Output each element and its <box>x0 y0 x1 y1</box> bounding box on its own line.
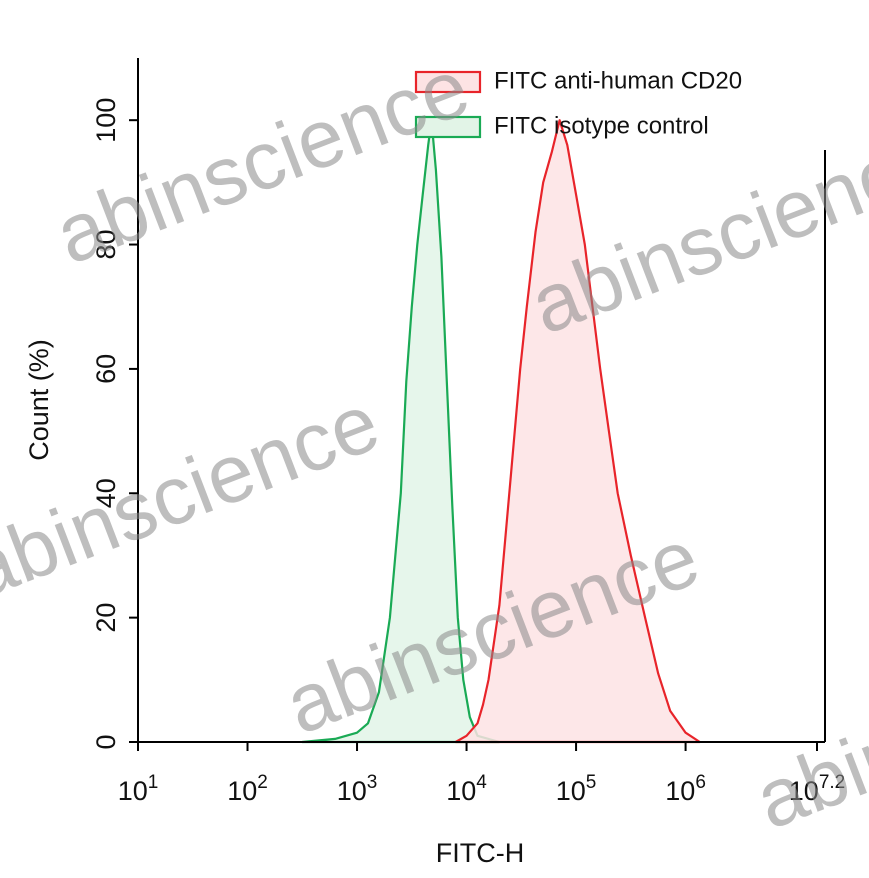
watermark: abinscience <box>744 607 869 847</box>
histogram-area <box>301 119 501 744</box>
y-tick-label: 100 <box>91 98 121 143</box>
x-tick-exponent: 4 <box>476 772 487 793</box>
legend-label: FITC isotype control <box>494 112 709 139</box>
x-tick-base: 10 <box>118 776 148 806</box>
y-axis-label: Count (%) <box>24 339 54 461</box>
x-tick-exponent: 6 <box>695 772 706 793</box>
y-tick-label: 60 <box>91 354 121 384</box>
y-tick-label: 20 <box>91 603 121 633</box>
x-axis-label: FITC-H <box>436 838 524 868</box>
x-tick-exponent: 3 <box>367 772 378 793</box>
x-tick-label: 101 <box>118 772 159 806</box>
x-tick-exponent: 5 <box>586 772 597 793</box>
x-tick-base: 10 <box>789 776 819 806</box>
y-tick-label: 0 <box>91 734 121 749</box>
x-tick-label: 107.2 <box>789 772 845 806</box>
legend-swatch <box>414 115 482 139</box>
x-tick-exponent: 1 <box>148 772 159 793</box>
x-tick-label: 103 <box>337 772 378 806</box>
watermark: abinscience <box>44 42 481 282</box>
x-tick-exponent: 7.2 <box>819 772 845 793</box>
watermark: abinscience <box>0 377 391 617</box>
x-tick-base: 10 <box>665 776 695 806</box>
x-tick-label: 106 <box>665 772 706 806</box>
x-tick-label: 104 <box>446 772 487 806</box>
x-tick-base: 10 <box>556 776 586 806</box>
x-tick-label: 102 <box>227 772 268 806</box>
y-tick-label: 80 <box>91 230 121 260</box>
histogram-area <box>454 119 701 744</box>
x-tick-base: 10 <box>227 776 257 806</box>
x-tick-base: 10 <box>446 776 476 806</box>
x-tick-base: 10 <box>337 776 367 806</box>
x-tick-label: 105 <box>556 772 597 806</box>
legend-swatch <box>414 70 482 94</box>
y-tick-label: 40 <box>91 478 121 508</box>
x-tick-exponent: 2 <box>257 772 268 793</box>
legend-label: FITC anti-human CD20 <box>494 67 742 94</box>
